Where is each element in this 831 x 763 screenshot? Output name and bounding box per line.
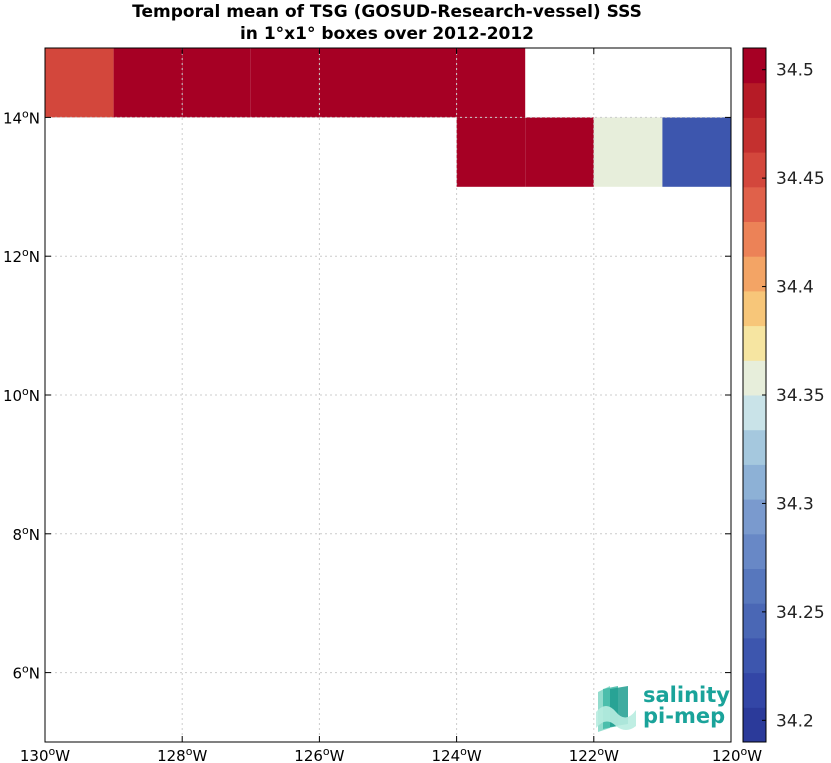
chart-title-line2: in 1°x1° boxes over 2012-2012 (240, 24, 534, 44)
colorbar-segment-14 (743, 221, 766, 257)
heatmap-cell-7 (456, 117, 526, 187)
colorbar-segment-4 (743, 568, 766, 604)
colorbar-segment-6 (743, 499, 766, 535)
heatmap-cell-9 (593, 117, 663, 187)
colorbar-segment-8 (743, 429, 766, 465)
y-tick-label-3: 12oN (3, 246, 40, 266)
logo-text-line2: pi-mep (643, 704, 725, 728)
colorbar-segment-19 (743, 48, 766, 84)
colorbar-segment-1 (743, 672, 766, 708)
colorbar-segment-11 (743, 325, 766, 361)
heatmap-cell-6 (456, 48, 526, 118)
colorbar: 34.2 34.25 34.3 34.35 34.4 34.45 34.5 (742, 47, 825, 743)
colorbar-tick-label-5: 34.45 (776, 169, 825, 189)
colorbar-segment-9 (743, 395, 766, 431)
x-tick-label-3: 124oW (431, 745, 481, 763)
colorbar-segment-12 (743, 290, 766, 327)
salinity-pi-mep-logo: salinity pi-mep (596, 683, 730, 732)
colorbar-segment-0 (743, 707, 766, 743)
y-tick-label-4: 14oN (3, 107, 40, 127)
axis-ticks: 130oW 128oW 126oW 124oW 122oW 120oW 6oN 8oN 10oN… (3, 48, 762, 763)
heatmap-cell-1 (113, 48, 183, 118)
colorbar-segment-7 (743, 464, 766, 500)
logo-waves-icon (596, 686, 636, 732)
colorbar-tick-label-1: 34.25 (776, 603, 825, 623)
chart-title-line1: Temporal mean of TSG (GOSUD-Research-ves… (132, 2, 642, 22)
heatmap-cell-4 (319, 48, 388, 118)
colorbar-segment-13 (743, 256, 766, 292)
colorbar-segment-3 (743, 603, 766, 639)
colorbar-tick-label-2: 34.3 (776, 494, 814, 514)
x-tick-label-5: 120oW (712, 745, 762, 763)
colorbar-segment-17 (743, 117, 766, 153)
heatmap-cell-8 (525, 117, 594, 187)
colorbar-tick-label-4: 34.4 (776, 278, 814, 298)
heatmap-cell-2 (182, 48, 251, 118)
heatmap-cell-10 (662, 117, 731, 187)
x-tick-label-4: 122oW (569, 745, 619, 763)
colorbar-segment-2 (743, 637, 766, 674)
colorbar-segment-18 (743, 82, 766, 118)
heatmap-cell-0 (45, 48, 114, 118)
logo-text-line1: salinity (643, 683, 730, 707)
heatmap-cells (45, 48, 731, 187)
colorbar-tick-label-0: 34.2 (776, 711, 814, 731)
colorbar-tick-label-6: 34.5 (776, 61, 814, 81)
colorbar-segment-16 (743, 152, 766, 188)
y-tick-label-2: 10oN (3, 385, 40, 405)
colorbar-segment-10 (743, 360, 766, 396)
x-tick-label-1: 128oW (157, 745, 207, 763)
colorbar-segment-15 (743, 186, 766, 222)
x-tick-label-2: 126oW (294, 745, 344, 763)
heatmap-cell-5 (388, 48, 457, 118)
y-tick-label-0: 6oN (12, 663, 40, 683)
x-tick-label-0: 130oW (20, 745, 70, 763)
grid-lines (45, 48, 731, 742)
colorbar-segment-5 (743, 533, 766, 569)
y-tick-label-1: 8oN (12, 524, 40, 544)
colorbar-tick-label-3: 34.35 (776, 386, 825, 406)
heatmap-cell-3 (250, 48, 320, 118)
plot-area: 130oW 128oW 126oW 124oW 122oW 120oW 6oN 8oN 10oN… (3, 47, 762, 763)
